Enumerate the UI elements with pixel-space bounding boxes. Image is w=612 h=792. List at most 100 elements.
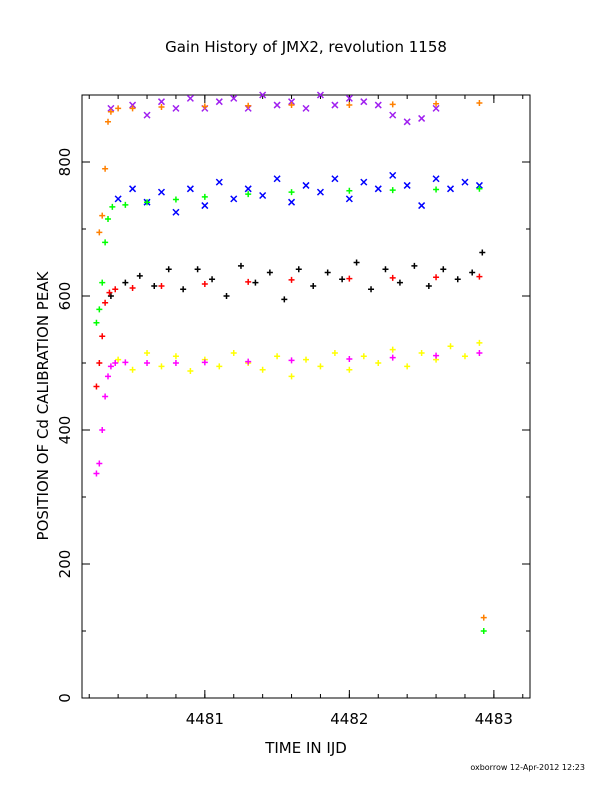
data-point <box>230 94 238 102</box>
data-point <box>288 276 295 283</box>
data-point <box>418 349 425 356</box>
data-point <box>346 355 353 362</box>
data-point <box>129 284 136 291</box>
data-point <box>114 195 122 203</box>
data-point <box>324 269 331 276</box>
x-axis: 4481 4482 4483 <box>88 95 524 728</box>
data-point <box>165 266 172 273</box>
data-point <box>107 104 115 112</box>
data-point <box>244 185 252 193</box>
data-point <box>158 104 165 111</box>
data-point <box>360 353 367 360</box>
data-point <box>93 470 100 477</box>
data-point <box>144 360 151 366</box>
series-2 <box>114 171 483 216</box>
data-point <box>346 275 353 282</box>
footer-credit: oxborrow 12-Apr-2012 12:23 <box>470 763 585 772</box>
data-point <box>223 293 230 299</box>
data-point <box>106 289 113 296</box>
data-point <box>99 212 106 219</box>
data-point <box>310 282 317 289</box>
y-tick-label: 600 <box>56 282 74 311</box>
data-point <box>447 343 454 350</box>
data-point <box>389 354 396 361</box>
data-point <box>317 363 324 370</box>
series-4 <box>107 249 486 303</box>
data-point <box>245 102 252 109</box>
data-point <box>215 98 223 106</box>
data-point <box>245 278 252 285</box>
data-point <box>259 366 266 373</box>
data-point <box>109 203 116 210</box>
series-0 <box>107 91 440 126</box>
data-point <box>360 178 368 186</box>
data-point <box>143 111 151 119</box>
data-point <box>288 198 296 206</box>
data-point <box>216 363 223 370</box>
data-point <box>102 239 109 246</box>
data-point <box>403 181 411 189</box>
y-axis: 0 200 400 600 800 <box>56 148 530 703</box>
data-point <box>129 105 136 112</box>
data-point <box>288 373 295 380</box>
data-point <box>129 185 137 193</box>
data-point <box>99 427 106 433</box>
data-point <box>105 215 112 222</box>
data-point <box>157 98 166 106</box>
data-point <box>440 266 447 273</box>
data-point <box>259 191 267 200</box>
data-point <box>201 193 208 200</box>
data-point <box>389 346 396 353</box>
data-point <box>107 108 114 115</box>
data-point <box>345 94 353 102</box>
data-point <box>129 101 137 109</box>
data-point <box>288 189 295 196</box>
series-6 <box>115 339 483 380</box>
data-point <box>96 306 103 313</box>
data-point <box>346 102 353 109</box>
data-point <box>374 101 382 109</box>
data-point <box>151 282 158 289</box>
data-point <box>209 276 216 283</box>
series-1 <box>96 100 487 621</box>
data-point <box>281 296 288 303</box>
x-axis-label: TIME IN IJD <box>264 739 347 757</box>
data-point <box>259 91 267 99</box>
data-point <box>99 333 106 340</box>
data-point <box>331 101 339 109</box>
data-point <box>480 614 487 621</box>
y-tick-label: 200 <box>56 550 74 579</box>
series-5 <box>93 273 483 390</box>
data-point <box>172 360 179 366</box>
data-point <box>201 280 208 287</box>
data-point <box>353 259 360 266</box>
data-point <box>129 366 136 373</box>
data-point <box>389 111 397 119</box>
data-point <box>425 282 432 289</box>
data-marks <box>93 91 487 634</box>
y-axis-label: POSITION OF Cd CALIBRATION PEAK <box>34 270 52 540</box>
data-point <box>215 178 223 186</box>
data-point <box>433 352 440 359</box>
data-point <box>360 98 368 106</box>
data-point <box>172 104 180 112</box>
data-point <box>345 195 353 203</box>
data-point <box>172 353 179 360</box>
data-point <box>105 118 112 125</box>
data-point <box>144 349 151 356</box>
data-point <box>172 196 179 203</box>
data-point <box>479 249 486 256</box>
data-point <box>374 185 382 193</box>
y-tick-label: 0 <box>56 693 74 703</box>
data-point <box>105 373 112 380</box>
data-point <box>186 94 194 102</box>
data-point <box>403 118 411 126</box>
data-point <box>102 299 109 306</box>
data-point <box>389 274 396 281</box>
data-point <box>107 293 114 299</box>
data-point <box>122 279 129 286</box>
data-point <box>274 353 281 360</box>
x-tick-label: 4482 <box>330 710 368 728</box>
plot-frame <box>81 94 531 699</box>
